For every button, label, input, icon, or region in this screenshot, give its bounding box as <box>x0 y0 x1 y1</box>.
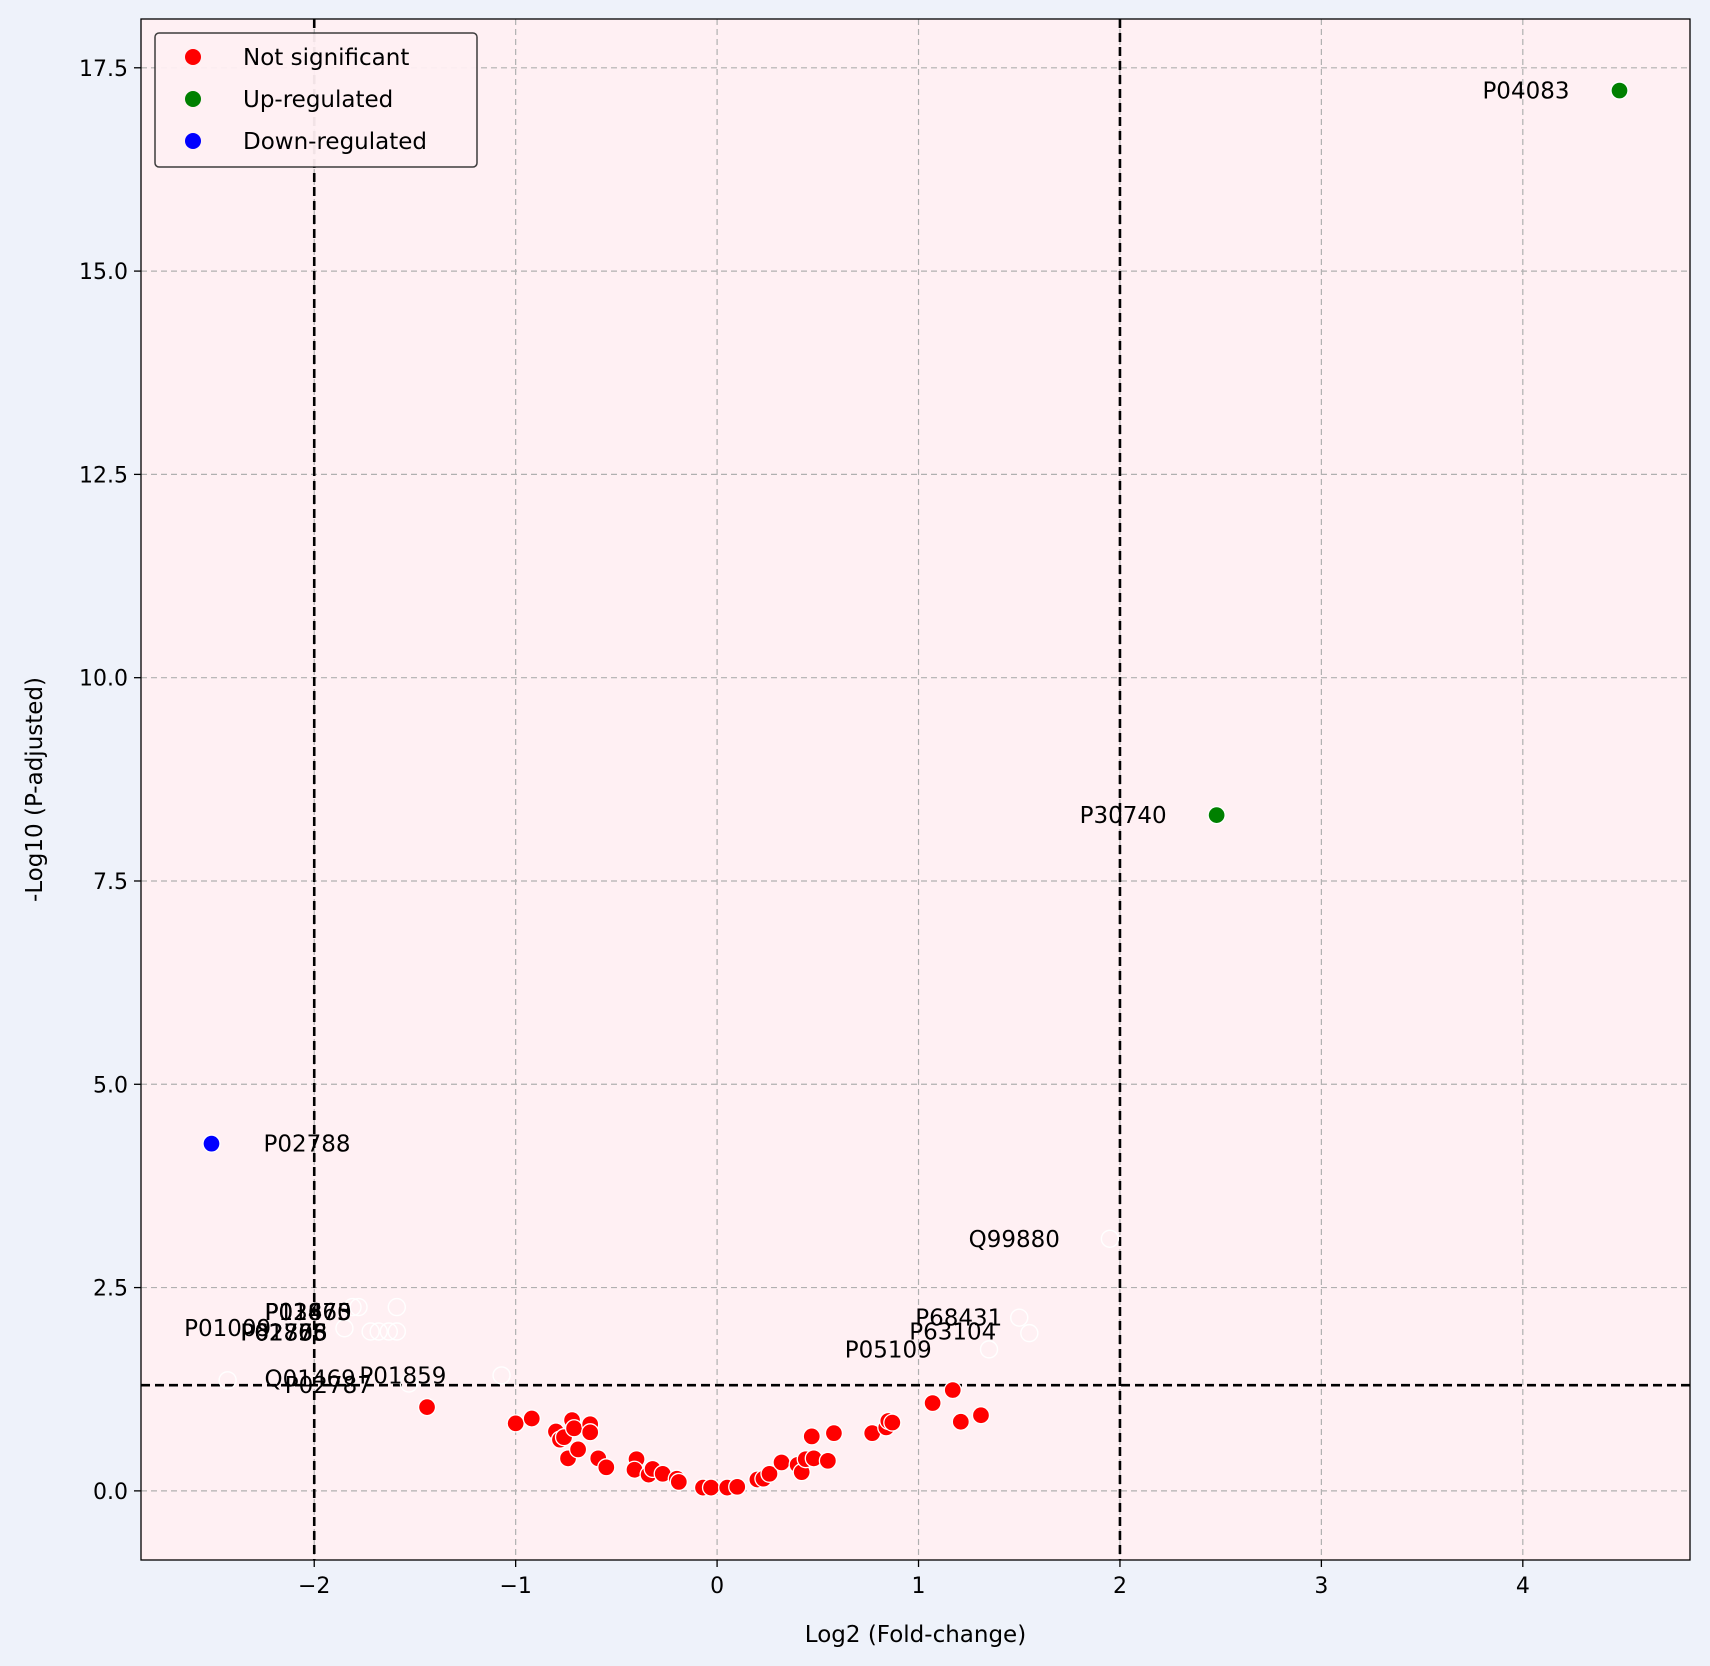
x-tick-label: 2 <box>1113 1574 1127 1599</box>
faint-point <box>1010 1308 1029 1327</box>
x-tick-label: 4 <box>1516 1574 1530 1599</box>
y-tick-label: 2.5 <box>93 1277 128 1302</box>
y-tick-label: 12.5 <box>79 463 128 488</box>
x-axis-ticks: −2 −1 0 1 2 3 4 <box>298 1560 1530 1599</box>
x-tick-label: 1 <box>912 1574 926 1599</box>
data-point <box>923 1393 942 1413</box>
point-label: P02788 <box>264 1132 351 1158</box>
data-point <box>597 1458 616 1477</box>
point-label: P68431 <box>915 1306 1002 1332</box>
point-label: P30740 <box>1080 803 1167 829</box>
data-point <box>883 1413 902 1432</box>
point-label: P05109 <box>845 1337 932 1363</box>
faint-point <box>492 1366 511 1385</box>
point-label: Q99880 <box>969 1227 1060 1253</box>
data-point <box>824 1423 844 1443</box>
faint-point <box>218 1371 237 1390</box>
y-axis-ticks: 0.0 2.5 5.0 7.5 10.0 12.5 15.0 17.5 <box>79 57 141 1505</box>
y-tick-label: 0.0 <box>93 1480 128 1505</box>
data-points <box>202 81 1629 1497</box>
grid-lines <box>141 19 1690 1560</box>
data-point <box>701 1478 721 1497</box>
data-point <box>669 1472 688 1492</box>
data-point <box>1207 805 1226 825</box>
data-point <box>568 1440 588 1459</box>
point-label: P01009 <box>184 1316 271 1342</box>
point-label: P04083 <box>1482 79 1569 105</box>
faint-point <box>335 1319 354 1338</box>
data-point <box>760 1464 779 1483</box>
data-point <box>802 1427 821 1446</box>
legend-label: Down-regulated <box>243 129 427 155</box>
data-point <box>951 1412 970 1431</box>
data-point <box>522 1409 541 1428</box>
y-tick-label: 15.0 <box>79 260 128 285</box>
point-label: P62805 <box>240 1320 327 1346</box>
y-tick-label: 7.5 <box>93 870 128 895</box>
legend-label: Up-regulated <box>243 87 393 113</box>
legend-label: Not significant <box>243 45 409 71</box>
faint-point <box>1020 1323 1039 1343</box>
legend-marker <box>185 49 201 65</box>
faint-point <box>343 1297 362 1317</box>
plot-area <box>141 19 1690 1560</box>
data-point <box>943 1380 962 1400</box>
x-tick-label: 3 <box>1314 1574 1328 1599</box>
faint-point <box>369 1322 388 1341</box>
point-label: Q01469 <box>265 1367 356 1393</box>
faint-points <box>218 1229 1120 1393</box>
point-label: P02753 <box>240 1320 327 1346</box>
point-label: P01860 <box>265 1300 352 1326</box>
legend: Not significant Up-regulated Down-regulate… <box>154 32 478 168</box>
faint-point <box>399 1374 419 1393</box>
point-label: P63104 <box>909 1319 996 1345</box>
data-point <box>564 1419 584 1438</box>
y-tick-label: 5.0 <box>93 1073 128 1098</box>
data-point <box>581 1423 600 1442</box>
faint-point <box>349 1297 368 1317</box>
point-label: P02787 <box>285 1373 372 1399</box>
data-point <box>818 1451 838 1470</box>
legend-box <box>154 32 478 168</box>
plot-frame <box>140 18 1691 1561</box>
point-label: P02763 <box>240 1320 327 1346</box>
faint-point <box>979 1340 999 1359</box>
x-tick-label: −2 <box>298 1574 330 1599</box>
data-point <box>506 1414 525 1433</box>
threshold-lines <box>141 19 1690 1560</box>
point-label: P01859 <box>359 1363 446 1389</box>
x-axis-label: Log2 (Fold-change) <box>805 1622 1026 1648</box>
data-point <box>772 1453 791 1472</box>
legend-marker <box>185 133 201 149</box>
faint-point <box>379 1322 398 1341</box>
x-tick-label: 0 <box>710 1574 724 1599</box>
y-tick-label: 10.0 <box>79 667 128 692</box>
legend-marker <box>185 91 201 107</box>
data-point <box>728 1477 747 1496</box>
faint-point <box>1100 1229 1120 1248</box>
point-annotations: P04083 P30740 P02788 Q99880 P68431P63104P051… <box>184 79 1569 1400</box>
data-point <box>202 1134 221 1153</box>
point-label: P01876 <box>240 1320 327 1346</box>
y-axis-label: -Log10 (P-adjusted) <box>22 677 48 902</box>
faint-point <box>361 1322 380 1341</box>
faint-point <box>387 1322 407 1341</box>
x-tick-label: −1 <box>499 1574 531 1599</box>
data-point <box>971 1406 991 1425</box>
faint-point <box>387 1297 407 1317</box>
data-point <box>1610 81 1629 100</box>
point-label: P13473 <box>265 1300 352 1326</box>
data-point <box>417 1397 437 1417</box>
y-tick-label: 17.5 <box>79 57 128 82</box>
point-label: P02675 <box>265 1300 352 1326</box>
